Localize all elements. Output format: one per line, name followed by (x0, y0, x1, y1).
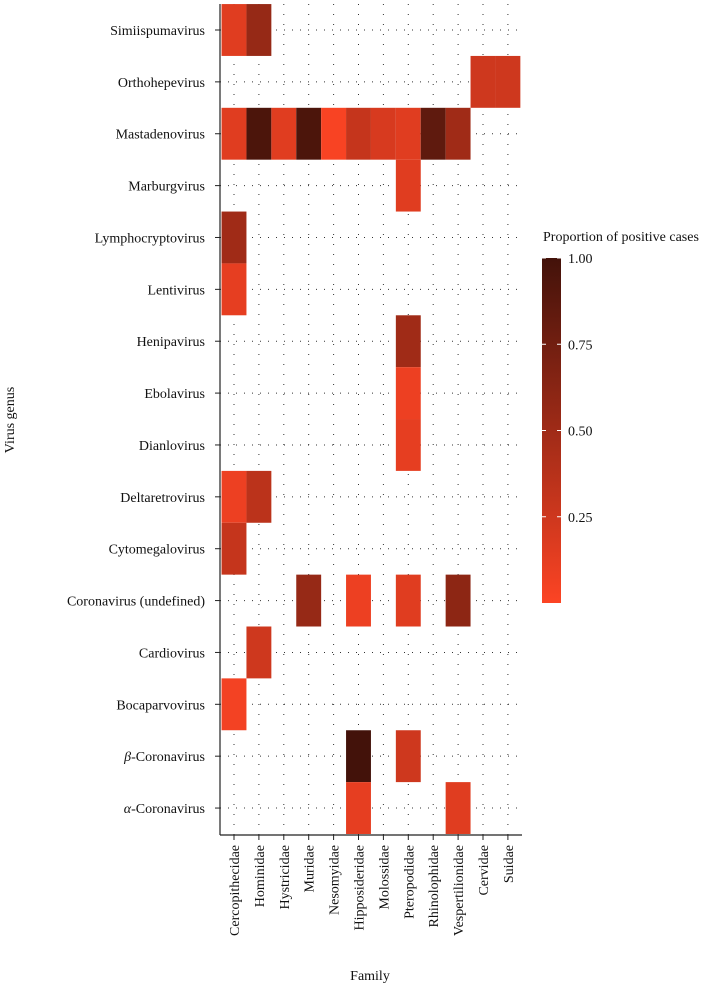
heatmap-tile (321, 107, 347, 160)
y-tick-label: Coronavirus (undefined) (67, 595, 205, 610)
y-tick-label: α-Coronavirus (124, 802, 205, 817)
heatmap-tile (221, 211, 247, 264)
heatmap-tile (296, 574, 322, 627)
x-tick-label: Vespertilionidae (452, 845, 467, 936)
heatmap-tile (445, 107, 471, 160)
x-tick-label: Molossidae (377, 845, 392, 910)
x-tick-label: Cercopithecidae (228, 845, 243, 936)
y-tick-label: Cytomegalovirus (109, 543, 205, 558)
heatmap-tile (246, 107, 272, 160)
heatmap-tile (395, 574, 421, 627)
heatmap-tile (470, 55, 496, 108)
heatmap-tile (445, 574, 471, 627)
y-tick-label: β-Coronavirus (123, 750, 205, 765)
heatmap-tile (346, 730, 371, 783)
legend-tick-label: 0.25 (568, 511, 593, 526)
legend-title: Proportion of positive cases (543, 230, 699, 245)
x-tick-label: Hystricidae (278, 845, 293, 910)
heatmap-tile (221, 522, 247, 575)
x-tick-labels: Cercopithecidae Hominidae Hystricidae Murid… (228, 835, 517, 936)
heatmap-tile (395, 367, 421, 420)
y-tick-label: Deltaretrovirus (120, 491, 205, 506)
colorbar (542, 258, 561, 603)
x-tick-label: Rhinolophidae (427, 845, 442, 927)
x-tick-label: Muridae (303, 845, 318, 892)
heatmap-tile (246, 470, 272, 523)
heatmap-tile (495, 55, 521, 108)
y-axis-title: Virus genus (3, 387, 18, 453)
heatmap-tile (221, 470, 247, 523)
y-tick-label: Bocaparvovirus (116, 698, 205, 713)
legend-ticks: 0.25 0.50 0.75 1.00 (542, 252, 593, 526)
heatmap-tile (221, 263, 247, 316)
heatmap-tile (246, 626, 272, 679)
heatmap-tile (271, 107, 297, 160)
y-tick-labels: Simiispumavirus Orthohepevirus Mastadenovi… (67, 24, 220, 817)
heatmap-tile (420, 107, 446, 160)
y-tick-label: Lentivirus (147, 283, 205, 298)
x-tick-label: Nesomyidae (328, 845, 343, 915)
heatmap-tile (370, 107, 396, 160)
heatmap-tile (221, 4, 247, 56)
x-axis-title: Family (350, 969, 390, 984)
heatmap-tile (221, 678, 247, 731)
x-tick-label: Suidae (502, 845, 517, 883)
y-tick-label: Lymphocryptovirus (95, 231, 205, 246)
y-tick-label: Simiispumavirus (110, 24, 205, 39)
legend-tick-label: 1.00 (568, 252, 593, 267)
legend-tick-label: 0.75 (568, 338, 593, 353)
heatmap-tile (221, 107, 247, 160)
heatmap-tile (296, 107, 322, 160)
heatmap-tile (395, 159, 421, 212)
heatmap-tile (395, 107, 421, 160)
y-tick-label: Orthohepevirus (118, 76, 205, 91)
heatmap-tile (246, 4, 272, 56)
x-tick-label: Hominidae (253, 845, 268, 907)
heatmap-tile (395, 730, 421, 783)
x-tick-label: Cervidae (477, 845, 492, 896)
heatmap-tile (395, 419, 421, 471)
heatmap-tile (346, 782, 371, 834)
y-tick-label: Ebolavirus (144, 387, 205, 402)
legend-tick-label: 0.50 (568, 425, 593, 440)
y-tick-label: Henipavirus (137, 335, 205, 350)
y-tick-label: Mastadenovirus (116, 128, 205, 143)
heatmap-tile (346, 574, 371, 627)
y-tick-label: Marburgvirus (128, 180, 205, 195)
y-tick-label: Cardiovirus (139, 646, 205, 661)
heatmap-tile (346, 107, 371, 160)
y-tick-label: Dianlovirus (139, 439, 205, 454)
x-tick-label: Pteropodidae (402, 845, 417, 919)
heatmap-tile (445, 782, 471, 834)
x-tick-label: Hipposideridae (353, 845, 368, 931)
heatmap-tile (395, 315, 421, 368)
tiles (221, 4, 521, 834)
